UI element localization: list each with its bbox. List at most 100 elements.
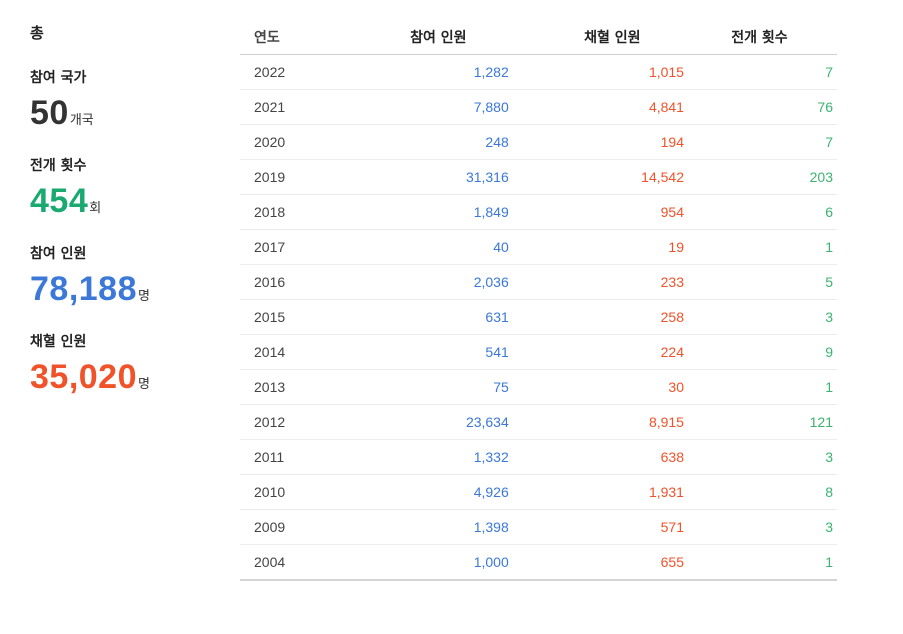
cell-year: 2017 [240, 229, 308, 265]
cell-count: 121 [685, 404, 837, 440]
cell-count: 203 [685, 159, 837, 195]
cell-year: 2021 [240, 89, 308, 125]
stat-countries-unit: 개국 [69, 113, 94, 128]
cell-participants: 75 [307, 369, 511, 405]
stat-countries-label: 참여 국가 [30, 70, 87, 86]
stat-events-unit: 회 [89, 201, 102, 216]
table-row: 2017 40 19 1 [240, 229, 837, 265]
cell-hires: 571 [510, 509, 686, 545]
stat-events-value: 454 [30, 182, 89, 220]
stat-hires-value-row: 35,020명 [30, 352, 220, 402]
cell-hires: 233 [510, 264, 686, 300]
cell-year: 2010 [240, 474, 308, 510]
stat-events-value-row: 454회 [30, 176, 220, 226]
table-header-row: 연도 참여 인원 채혈 인원 전개 횟수 [240, 20, 837, 55]
cell-year: 2012 [240, 404, 308, 440]
cell-hires: 258 [510, 299, 686, 335]
stat-participants: 참여 인원 78,188명 [30, 244, 220, 314]
cell-participants: 631 [307, 299, 511, 335]
stat-participants-value-row: 78,188명 [30, 264, 220, 314]
cell-count: 7 [685, 54, 837, 90]
cell-count: 6 [685, 194, 837, 230]
summary-panel: 총 참여 국가 50개국 전개 횟수 454회 참여 인원 78,188명 채혈… [30, 22, 220, 420]
cell-hires: 224 [510, 334, 686, 370]
stat-participants-label: 참여 인원 [30, 246, 87, 262]
stat-countries-value-row: 50개국 [30, 88, 220, 138]
cell-year: 2015 [240, 299, 308, 335]
cell-participants: 1,332 [307, 439, 511, 475]
table-row: 2004 1,000 655 1 [240, 544, 837, 581]
cell-count: 9 [685, 334, 837, 370]
cell-participants: 1,282 [307, 54, 511, 90]
cell-hires: 1,015 [510, 54, 686, 90]
cell-participants: 541 [307, 334, 511, 370]
stat-hires-unit: 명 [138, 377, 150, 392]
cell-count: 5 [685, 264, 837, 300]
cell-participants: 2,036 [307, 264, 511, 300]
cell-participants: 40 [307, 229, 511, 265]
cell-count: 1 [685, 544, 837, 581]
cell-year: 2022 [240, 54, 308, 90]
cell-hires: 1,931 [510, 474, 686, 510]
table-row: 2010 4,926 1,931 8 [240, 474, 837, 510]
cell-participants: 1,000 [307, 544, 511, 581]
table-header: 연도 참여 인원 채혈 인원 전개 횟수 [240, 20, 837, 55]
table-row: 2011 1,332 638 3 [240, 439, 837, 475]
table-row: 2022 1,282 1,015 7 [240, 54, 837, 90]
cell-year: 2019 [240, 159, 308, 195]
cell-participants: 23,634 [307, 404, 511, 440]
header-year: 연도 [240, 20, 308, 55]
stat-events-label: 전개 횟수 [30, 158, 87, 174]
cell-hires: 4,841 [510, 89, 686, 125]
cell-hires: 638 [510, 439, 686, 475]
stat-hires: 채혈 인원 35,020명 [30, 332, 220, 402]
cell-participants: 31,316 [307, 159, 511, 195]
cell-count: 1 [685, 229, 837, 265]
table-row: 2016 2,036 233 5 [240, 264, 837, 300]
cell-hires: 655 [510, 544, 686, 581]
cell-year: 2013 [240, 369, 308, 405]
cell-participants: 4,926 [307, 474, 511, 510]
table-row: 2021 7,880 4,841 76 [240, 89, 837, 125]
table-row: 2019 31,316 14,542 203 [240, 159, 837, 195]
cell-year: 2011 [240, 439, 308, 475]
cell-year: 2016 [240, 264, 308, 300]
cell-hires: 194 [510, 124, 686, 160]
table-row: 2015 631 258 3 [240, 299, 837, 335]
cell-count: 3 [685, 299, 837, 335]
table-row: 2009 1,398 571 3 [240, 509, 837, 545]
table-row: 2018 1,849 954 6 [240, 194, 837, 230]
cell-count: 3 [685, 509, 837, 545]
cell-count: 76 [685, 89, 837, 125]
header-count: 전개 횟수 [685, 20, 837, 55]
cell-year: 2018 [240, 194, 308, 230]
header-hires: 채혈 인원 [510, 20, 686, 55]
cell-hires: 30 [510, 369, 686, 405]
stat-events: 전개 횟수 454회 [30, 156, 220, 226]
cell-hires: 14,542 [510, 159, 686, 195]
table-body: 2022 1,282 1,015 7 2021 7,880 4,841 76 2020 248 19… [240, 54, 837, 581]
table-row: 2014 541 224 9 [240, 334, 837, 370]
table-row: 2012 23,634 8,915 121 [240, 404, 837, 440]
cell-participants: 7,880 [307, 89, 511, 125]
stat-participants-value: 78,188 [30, 270, 137, 308]
cell-hires: 954 [510, 194, 686, 230]
cell-count: 3 [685, 439, 837, 475]
cell-participants: 248 [307, 124, 511, 160]
cell-hires: 19 [510, 229, 686, 265]
header-participants: 참여 인원 [307, 20, 511, 55]
cell-year: 2020 [240, 124, 308, 160]
cell-count: 8 [685, 474, 837, 510]
yearly-table-container: 연도 참여 인원 채혈 인원 전개 횟수 2022 1,282 1,015 7 2021… [240, 20, 837, 581]
stat-hires-label: 채혈 인원 [30, 334, 87, 350]
cell-count: 7 [685, 124, 837, 160]
cell-count: 1 [685, 369, 837, 405]
yearly-table: 연도 참여 인원 채혈 인원 전개 횟수 2022 1,282 1,015 7 2021… [240, 20, 837, 581]
summary-heading: 총 [30, 24, 44, 42]
stat-countries: 참여 국가 50개국 [30, 68, 220, 138]
cell-year: 2009 [240, 509, 308, 545]
table-row: 2013 75 30 1 [240, 369, 837, 405]
cell-participants: 1,849 [307, 194, 511, 230]
cell-participants: 1,398 [307, 509, 511, 545]
stat-hires-value: 35,020 [30, 358, 137, 396]
